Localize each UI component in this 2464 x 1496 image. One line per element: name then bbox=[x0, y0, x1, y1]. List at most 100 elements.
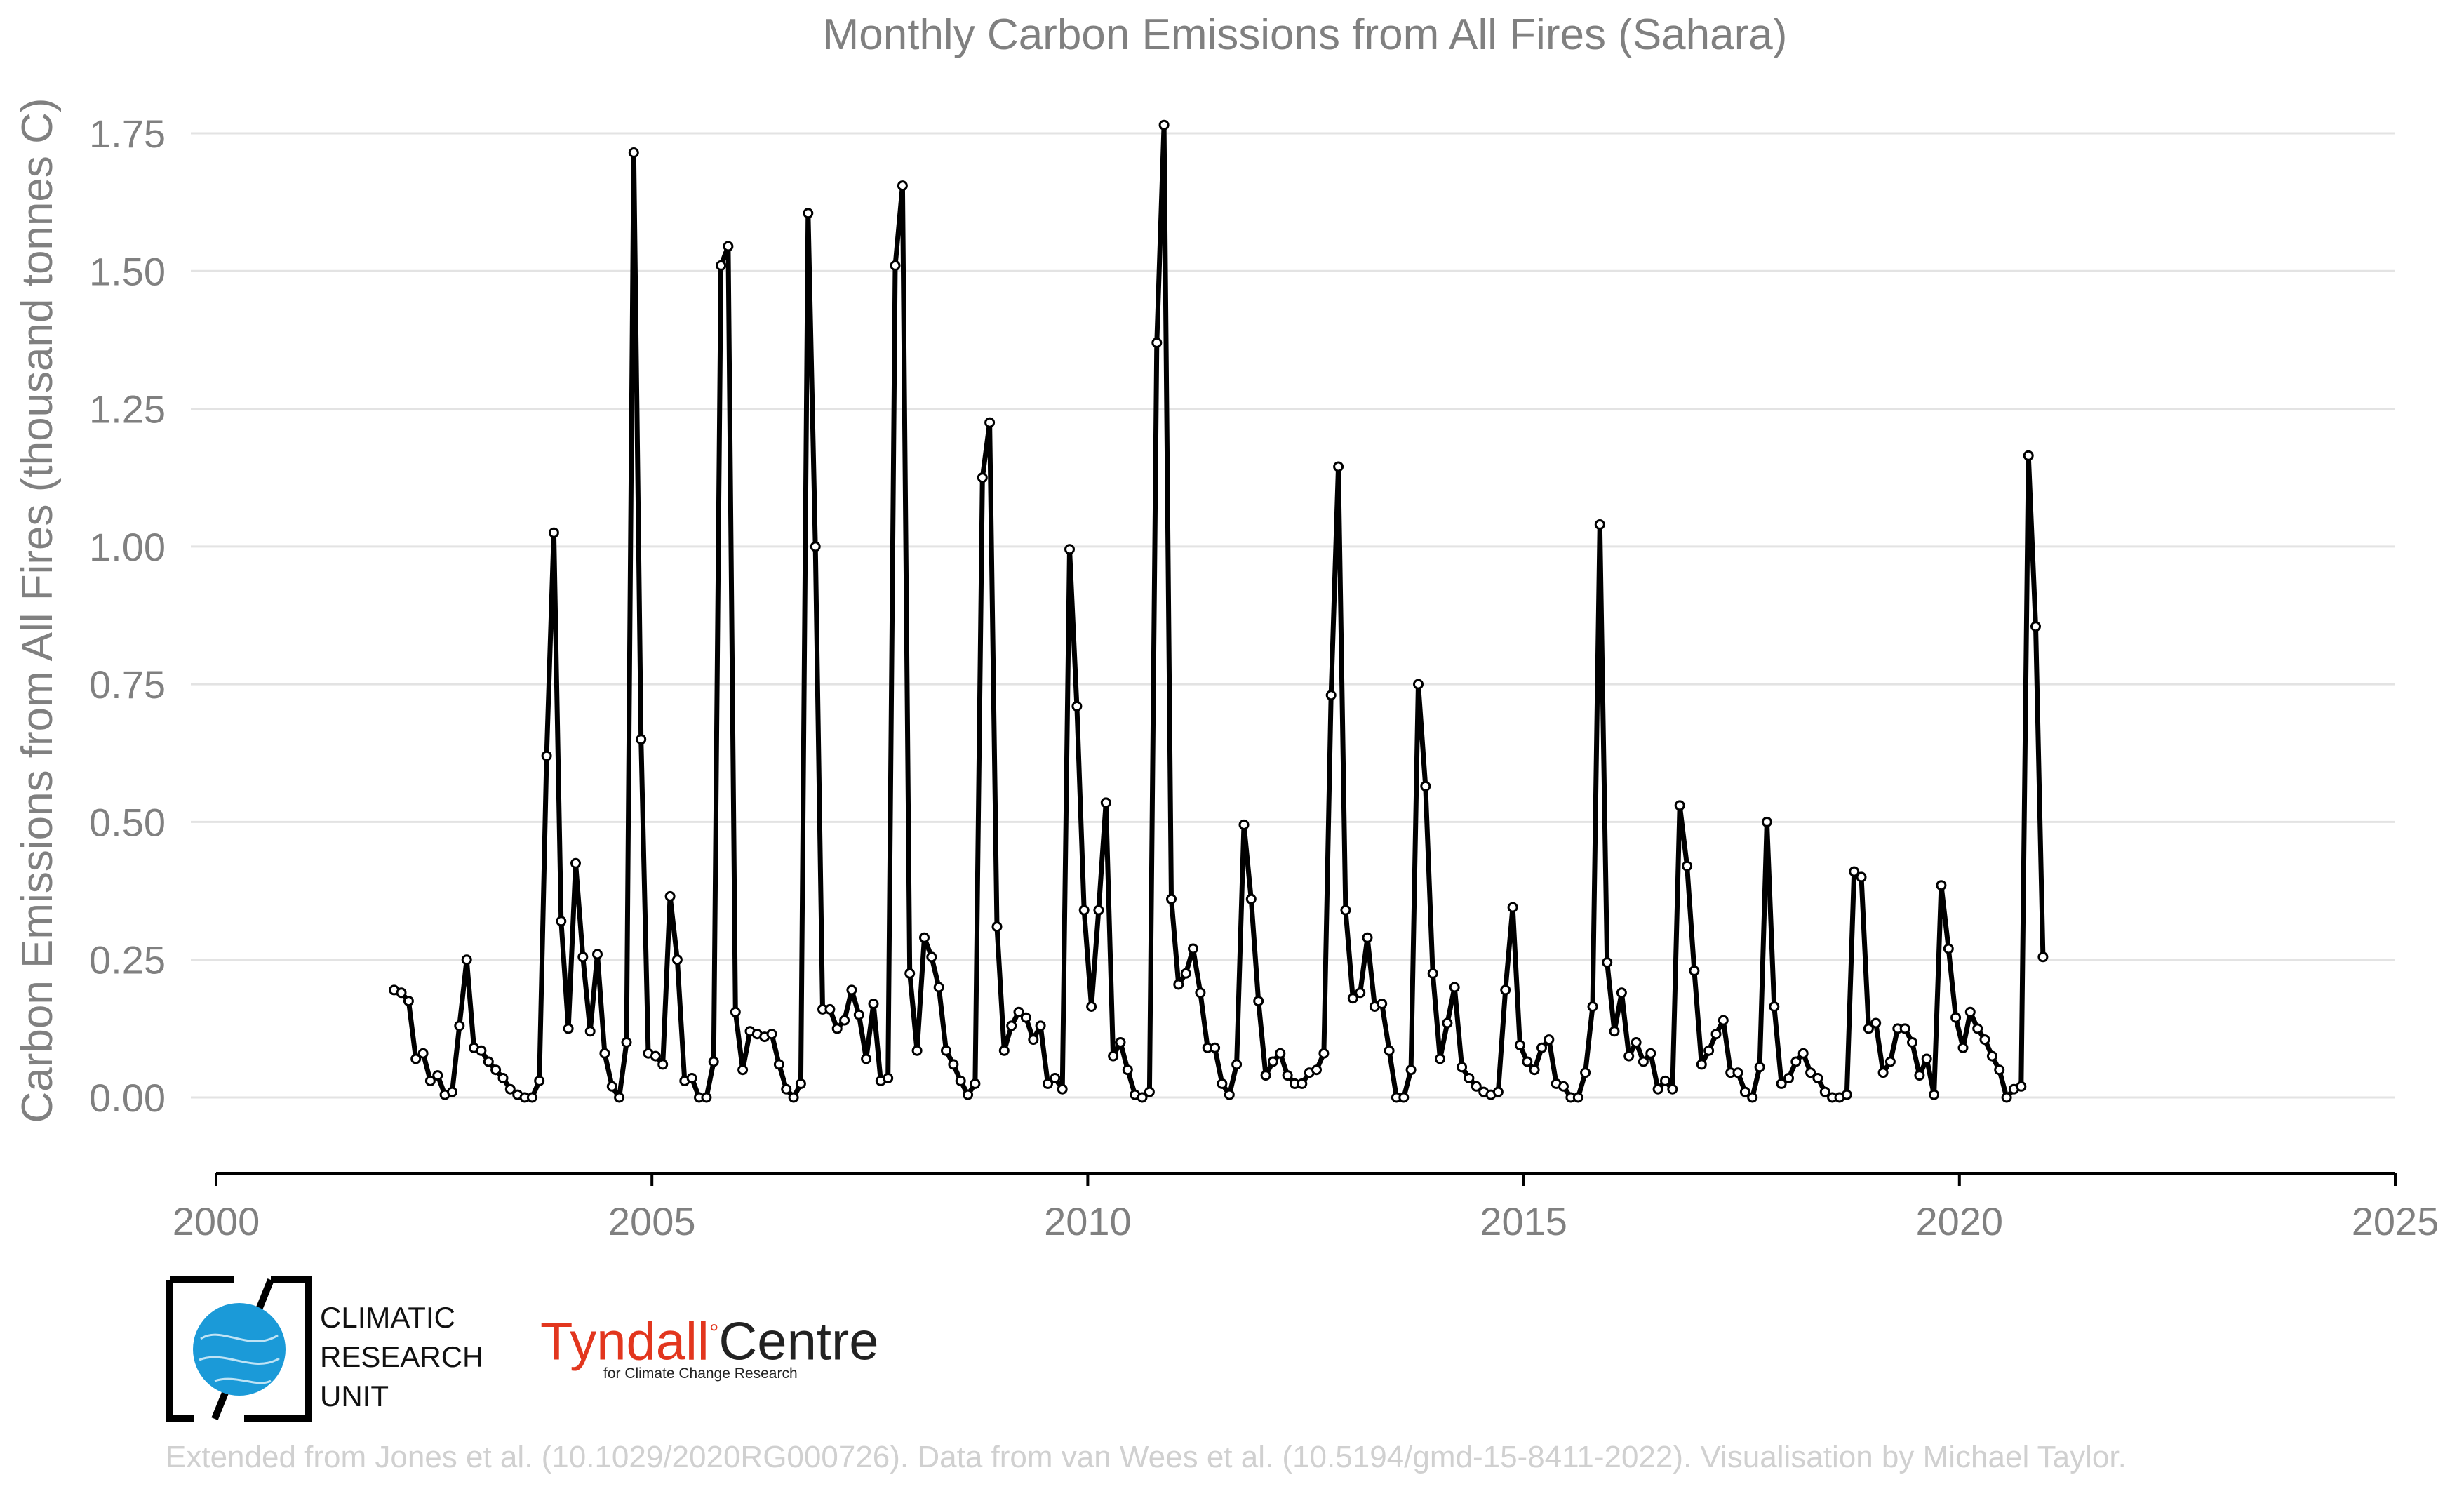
data-point bbox=[883, 1073, 894, 1083]
data-point bbox=[1914, 1070, 1925, 1081]
data-point bbox=[2030, 621, 2041, 632]
data-point bbox=[504, 1083, 516, 1095]
data-point bbox=[1457, 1062, 1468, 1073]
data-point bbox=[1013, 1006, 1024, 1017]
data-point bbox=[1035, 1020, 1046, 1031]
data-point bbox=[1703, 1045, 1715, 1056]
data-point bbox=[2001, 1092, 2012, 1103]
y-tick-label: 1.00 bbox=[89, 525, 166, 569]
series-line bbox=[389, 119, 2049, 1103]
series-path bbox=[393, 122, 2046, 1100]
data-point bbox=[1638, 1056, 1649, 1067]
data-point bbox=[1936, 880, 1947, 891]
data-point bbox=[1333, 461, 1344, 472]
data-point bbox=[1964, 1006, 1976, 1017]
cru-line-1: CLIMATIC bbox=[320, 1301, 455, 1334]
data-point bbox=[1413, 679, 1424, 690]
data-point bbox=[998, 1045, 1010, 1056]
data-point bbox=[1449, 982, 1460, 993]
data-point bbox=[1442, 1017, 1453, 1029]
data-point bbox=[1994, 1064, 2005, 1076]
data-point bbox=[730, 1006, 741, 1017]
data-point bbox=[1790, 1056, 1802, 1067]
gridlines bbox=[191, 132, 2395, 1099]
data-point bbox=[410, 1053, 422, 1064]
data-point bbox=[1819, 1086, 1830, 1097]
data-point bbox=[396, 987, 407, 999]
data-point bbox=[1078, 904, 1090, 916]
y-axis-label: Carbon Emissions from All Fires (thousan… bbox=[13, 98, 62, 1123]
data-point bbox=[904, 968, 916, 979]
data-point bbox=[1195, 987, 1206, 999]
data-point bbox=[1972, 1023, 1983, 1034]
data-point bbox=[650, 1050, 661, 1062]
data-point bbox=[1747, 1092, 1758, 1103]
x-tick-label: 2010 bbox=[1044, 1199, 1132, 1243]
data-point bbox=[1841, 1089, 1852, 1100]
y-tick-label: 0.25 bbox=[89, 938, 166, 982]
data-point bbox=[1122, 1064, 1133, 1076]
data-point bbox=[628, 147, 639, 158]
data-point bbox=[1100, 797, 1111, 808]
data-point bbox=[1188, 943, 1198, 954]
data-point bbox=[933, 982, 944, 993]
data-point bbox=[584, 1026, 596, 1037]
data-point bbox=[1558, 1081, 1569, 1092]
data-point bbox=[1311, 1064, 1322, 1076]
y-tick-label: 1.75 bbox=[89, 112, 166, 156]
y-axis-ticks: 0.00 0.25 0.50 0.75 1.00 1.25 1.50 1.75 bbox=[89, 112, 166, 1120]
data-point bbox=[1907, 1037, 1917, 1048]
data-point bbox=[1245, 893, 1257, 904]
data-point bbox=[1514, 1039, 1525, 1050]
data-point bbox=[1522, 1056, 1533, 1067]
data-point bbox=[497, 1073, 509, 1083]
data-point bbox=[788, 1092, 799, 1103]
data-point bbox=[716, 260, 727, 271]
credit-line: Extended from Jones et al. (10.1029/2020… bbox=[166, 1440, 2127, 1474]
data-point bbox=[556, 916, 567, 927]
data-point bbox=[1645, 1048, 1656, 1059]
data-point bbox=[563, 1023, 574, 1034]
data-point bbox=[1870, 1017, 1882, 1029]
data-point bbox=[1609, 1026, 1620, 1037]
data-point bbox=[1362, 932, 1373, 943]
data-point bbox=[803, 208, 814, 219]
cru-line-3: UNIT bbox=[320, 1380, 389, 1412]
data-point bbox=[955, 1075, 966, 1086]
data-point bbox=[2037, 951, 2049, 963]
data-point bbox=[403, 996, 414, 1007]
data-point bbox=[1986, 1050, 1997, 1062]
data-point bbox=[1492, 1086, 1504, 1097]
data-point bbox=[1238, 819, 1250, 830]
data-point bbox=[926, 951, 937, 963]
x-tick-label: 2020 bbox=[1916, 1199, 2004, 1243]
tyndall-degree: ° bbox=[709, 1320, 719, 1347]
data-point bbox=[1696, 1059, 1707, 1070]
data-point bbox=[1536, 1042, 1547, 1053]
data-point bbox=[606, 1081, 617, 1092]
data-point bbox=[977, 472, 988, 483]
data-point bbox=[824, 1003, 836, 1015]
x-tick-label: 2005 bbox=[608, 1199, 696, 1243]
data-point bbox=[1260, 1070, 1271, 1081]
data-point bbox=[911, 1045, 923, 1056]
data-point bbox=[599, 1048, 610, 1059]
data-point bbox=[1950, 1012, 1962, 1023]
data-point bbox=[1217, 1078, 1228, 1089]
data-point bbox=[1325, 690, 1337, 701]
data-point bbox=[1043, 1078, 1053, 1089]
data-point bbox=[1761, 816, 1772, 827]
data-point bbox=[1529, 1064, 1540, 1076]
data-point bbox=[1877, 1067, 1889, 1078]
y-tick-label: 1.25 bbox=[89, 387, 166, 432]
chart-title: Monthly Carbon Emissions from All Fires … bbox=[823, 11, 1788, 59]
data-point bbox=[1594, 519, 1605, 530]
data-point bbox=[2023, 450, 2034, 461]
data-point bbox=[1405, 1064, 1417, 1076]
data-point bbox=[1863, 1023, 1874, 1034]
data-point bbox=[614, 1092, 625, 1103]
data-point bbox=[1929, 1089, 1940, 1100]
data-point bbox=[984, 417, 996, 428]
data-point bbox=[1420, 780, 1431, 792]
